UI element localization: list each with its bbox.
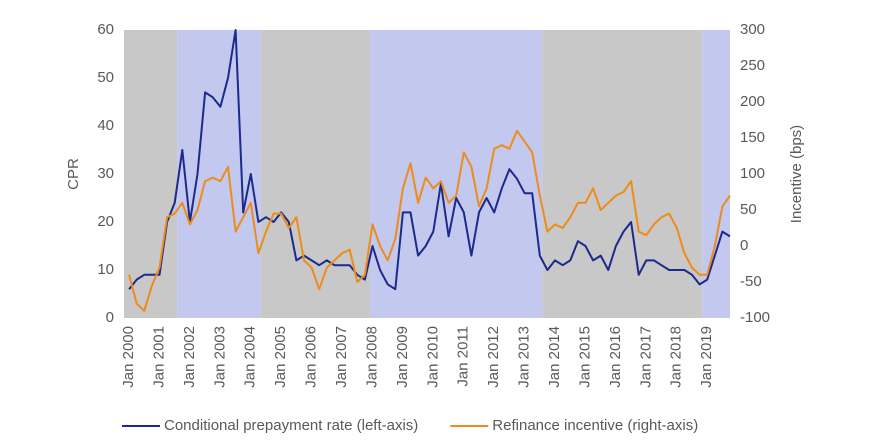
y2-tick-label: 50 bbox=[740, 201, 757, 218]
shaded-period bbox=[702, 30, 730, 318]
x-tick-label: Jan 2003 bbox=[211, 326, 228, 388]
y-tick-label: 50 bbox=[97, 69, 114, 86]
y2-tick-label: 100 bbox=[740, 165, 765, 182]
legend-label: Refinance incentive (right-axis) bbox=[492, 417, 698, 434]
legend-label: Conditional prepayment rate (left-axis) bbox=[164, 417, 418, 434]
x-tick-label: Jan 2011 bbox=[455, 326, 472, 387]
shaded-period bbox=[542, 30, 703, 318]
y2-tick-label: -100 bbox=[740, 309, 770, 326]
y-tick-label: 10 bbox=[97, 261, 114, 278]
x-tick-label: Jan 2009 bbox=[394, 326, 411, 388]
x-tick-label: Jan 2008 bbox=[363, 326, 380, 388]
x-tick-label: Jan 2007 bbox=[333, 326, 350, 388]
x-tick-label: Jan 2016 bbox=[607, 326, 624, 388]
shaded-period bbox=[177, 30, 261, 318]
x-tick-label: Jan 2019 bbox=[698, 326, 715, 388]
x-tick-label: Jan 2005 bbox=[272, 326, 289, 388]
y2-tick-label: 0 bbox=[740, 237, 748, 254]
x-tick-label: Jan 2018 bbox=[668, 326, 685, 388]
y2-tick-label: -50 bbox=[740, 273, 762, 290]
series-line bbox=[128, 29, 731, 291]
shaded-period bbox=[260, 30, 370, 318]
y2-axis-label: Incentive (bps) bbox=[788, 125, 805, 223]
y-tick-label: 20 bbox=[97, 213, 114, 230]
x-tick-label: Jan 2010 bbox=[424, 326, 441, 388]
x-tick-label: Jan 2000 bbox=[120, 326, 137, 388]
x-tick-label: Jan 2012 bbox=[485, 326, 502, 388]
x-tick-label: Jan 2014 bbox=[546, 326, 563, 388]
x-tick-label: Jan 2001 bbox=[150, 326, 167, 388]
y-tick-label: 40 bbox=[97, 117, 114, 134]
y-tick-label: 30 bbox=[97, 165, 114, 182]
x-tick-label: Jan 2013 bbox=[516, 326, 533, 388]
x-tick-label: Jan 2017 bbox=[637, 326, 654, 388]
y2-tick-label: 150 bbox=[740, 129, 765, 146]
y2-tick-label: 300 bbox=[740, 21, 765, 38]
y-tick-label: 60 bbox=[97, 21, 114, 38]
x-tick-label: Jan 2006 bbox=[303, 326, 320, 388]
y-axis-label: CPR bbox=[65, 158, 82, 190]
x-tick-label: Jan 2002 bbox=[181, 326, 198, 388]
x-tick-label: Jan 2015 bbox=[576, 326, 593, 388]
y2-tick-label: 250 bbox=[740, 57, 765, 74]
y-tick-label: 0 bbox=[106, 309, 114, 326]
y2-tick-label: 200 bbox=[740, 93, 765, 110]
x-tick-label: Jan 2004 bbox=[242, 326, 259, 388]
shaded-period bbox=[124, 30, 178, 318]
series-line bbox=[128, 129, 731, 312]
